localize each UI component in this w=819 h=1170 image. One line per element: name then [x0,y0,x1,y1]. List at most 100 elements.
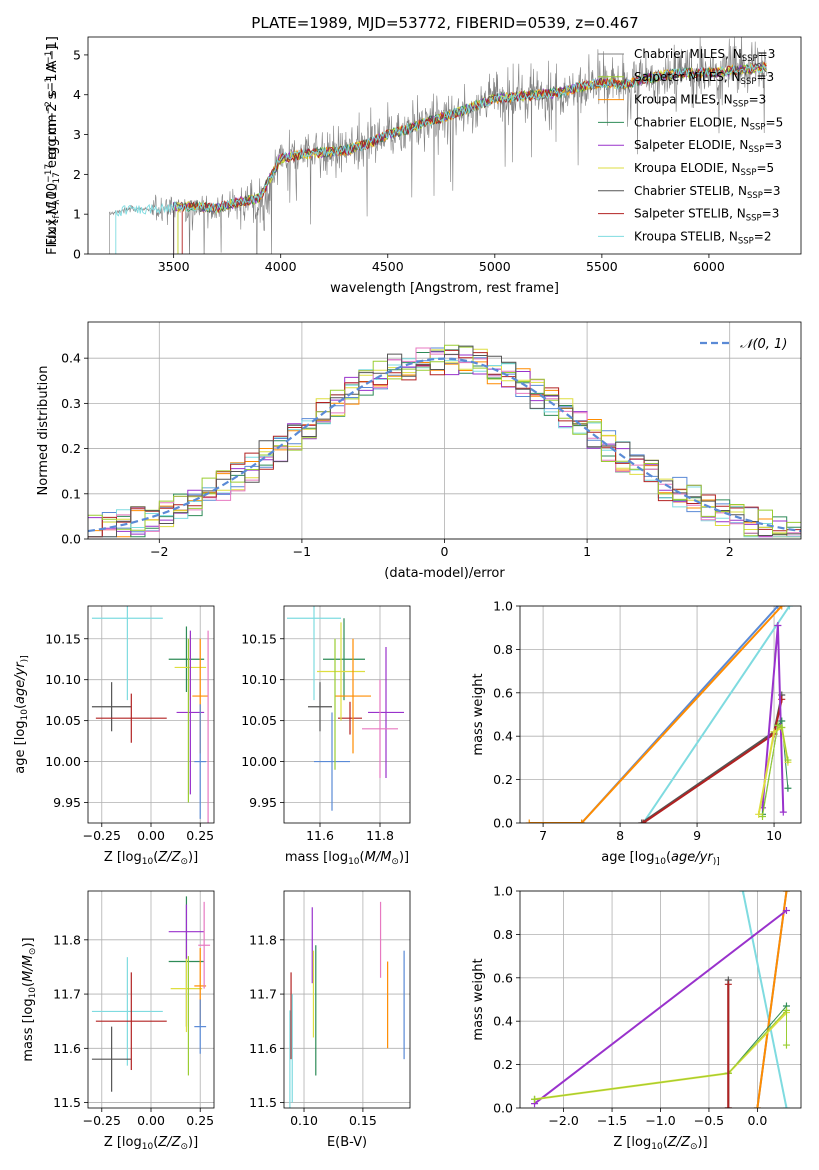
y-tick-label: 1.0 [493,599,513,614]
panel-spectrum: 3500 4000 4500 5000 5500 6000 0 1 2 3 4 5 wavelength… [44,36,802,296]
legend-entry: Kroupa STELIB, NSSP=2 [634,229,772,246]
y-tick-label: 5 [73,47,81,62]
model-spectrum-7 [181,61,767,254]
y-tick-label: 0.0 [61,532,81,547]
x-tick-label: −0.25 [83,1113,121,1128]
y-tick-label: 11.7 [249,987,277,1002]
y-tick-label: 0.0 [493,816,513,831]
y-tick-label: 11.6 [53,1041,81,1056]
y-axis-label: Flux [fλ10−17 erg cm−2 s−1 A−1] [45,36,62,255]
y-tick-label: 0.2 [61,441,81,456]
y-tick-label: 11.5 [53,1095,81,1110]
legend: Chabrier MILES, NSSP=3 Salpeter MILES, NS… [598,47,783,246]
y-tick-label: 0.4 [493,1014,513,1029]
x-tick-label: 3500 [158,259,190,274]
x-tick-label: 0.25 [186,1113,214,1128]
x-tick-label: 4000 [265,259,297,274]
weight-marker [784,784,792,792]
x-axis-label: (data-model)/error [384,566,505,581]
y-tick-label: 11.8 [249,932,277,947]
x-tick-label: 0.0 [747,1113,767,1128]
y-tick-label: 10.15 [45,631,81,646]
panels: 3500 4000 4500 5000 5500 6000 0 1 2 3 4 5 wavelength… [13,36,802,1152]
y-axis-label: age [log10(age/yr)] [13,655,30,773]
y-tick-label: 0.4 [493,729,513,744]
legend-entry: Salpeter ELODIE, NSSP=3 [634,138,782,155]
axes-frame [283,890,411,1109]
y-tick-label: 9.95 [249,795,277,810]
plot-area [531,891,790,1108]
y-tick-label: 10.05 [45,713,81,728]
panel-age_vs_mass: 11.6 11.8 9.95 10.00 10.05 10.10 10.15 mass [lo… [241,605,411,867]
y-tick-label: 3 [73,127,81,142]
weight-marker [638,819,646,823]
y-tick-label: 10.10 [45,672,81,687]
normal-curve [88,357,801,533]
plot-area [525,606,793,823]
weight-marker [759,812,767,820]
panel-residuals: −2 −1 0 1 2 0.0 0.1 0.2 0.3 0.4 (data-model)/error… [36,321,802,581]
y-tick-label: 0.8 [493,642,513,657]
x-tick-label: −1 [293,544,311,559]
weight-marker [778,606,786,610]
x-tick-label: −0.5 [694,1113,724,1128]
x-tick-label: −1.0 [645,1113,675,1128]
x-tick-label: 0.15 [349,1113,377,1128]
x-tick-label: 0.00 [137,1113,165,1128]
y-tick-label: 11.7 [53,987,81,1002]
legend-entry: Kroupa MILES, NSSP=3 [634,93,766,110]
y-tick-label: 10.15 [241,631,277,646]
weight-marker [525,819,533,823]
legend-entry: 𝒩(0, 1) [740,337,787,352]
panel-weight_vs_Z: −2.0 −1.5 −1.0 −0.5 0.0 0.0 0.2 0.4 0.6 0.8 1.0 Z [… [471,884,802,1152]
y-tick-label: 2 [73,167,81,182]
histogram-9 [88,345,801,538]
x-tick-label: 11.6 [306,828,334,843]
legend-entry: Chabrier STELIB, NSSP=3 [634,184,781,201]
y-tick-label: 0.4 [61,351,81,366]
y-tick-label: 1.0 [493,884,513,899]
weight-marker [782,1006,790,1014]
weight-marker [782,907,790,915]
plot-area [287,606,404,811]
x-tick-label: −1.5 [597,1113,627,1128]
model-spectrum-8 [115,63,767,254]
weight-marker [774,606,782,610]
y-tick-label: 0.3 [61,396,81,411]
y-tick-label: 0.8 [493,927,513,942]
weight-marker [739,891,747,895]
weight-line-3 [533,909,788,1105]
legend-entry: Kroupa ELODIE, NSSP=5 [634,161,774,178]
x-tick-label: 6000 [693,259,725,274]
panel-age_vs_Z: −0.25 0.00 0.25 9.95 10.00 10.05 10.10 10.15 Z [… [13,605,215,867]
panel-mass_vs_Z: −0.25 0.00 0.25 11.5 11.6 11.7 11.8 Z [log10(Z/… [21,890,215,1152]
weight-marker [778,717,786,725]
x-axis-label: age [log10(age/yr)] [601,850,719,867]
y-tick-label: 10.10 [241,672,277,687]
y-tick-label: 0.6 [493,970,513,985]
weight-marker [782,1104,790,1108]
y-tick-label: 0.0 [493,1101,513,1116]
x-axis-label: Z [log10(Z/Z⊙)] [104,850,198,867]
y-tick-label: 0.2 [493,1057,513,1072]
y-axis-label: mass weight [471,958,486,1040]
axes-frame [283,605,411,824]
x-axis-label: Z [log10(Z/Z⊙)] [104,1135,198,1152]
x-tick-label: 10 [766,828,782,843]
y-tick-label: 10.00 [241,754,277,769]
weight-marker [578,819,586,823]
weight-line-6 [534,1009,787,1100]
weight-marker [782,891,790,895]
x-tick-label: 2 [726,544,734,559]
observed-spectrum [109,37,767,254]
panel-mass_vs_ebv: 0.10 0.15 11.5 11.6 11.7 11.8 E(B-V) [249,890,411,1150]
y-tick-label: 4 [73,87,81,102]
x-tick-label: 0.00 [137,828,165,843]
x-tick-label: 9 [693,828,701,843]
y-tick-label: 9.95 [53,795,81,810]
legend-entry: Salpeter MILES, NSSP=3 [634,70,774,87]
y-tick-label: 0.1 [61,486,81,501]
weight-marker [531,1095,539,1103]
weight-marker [778,724,786,732]
